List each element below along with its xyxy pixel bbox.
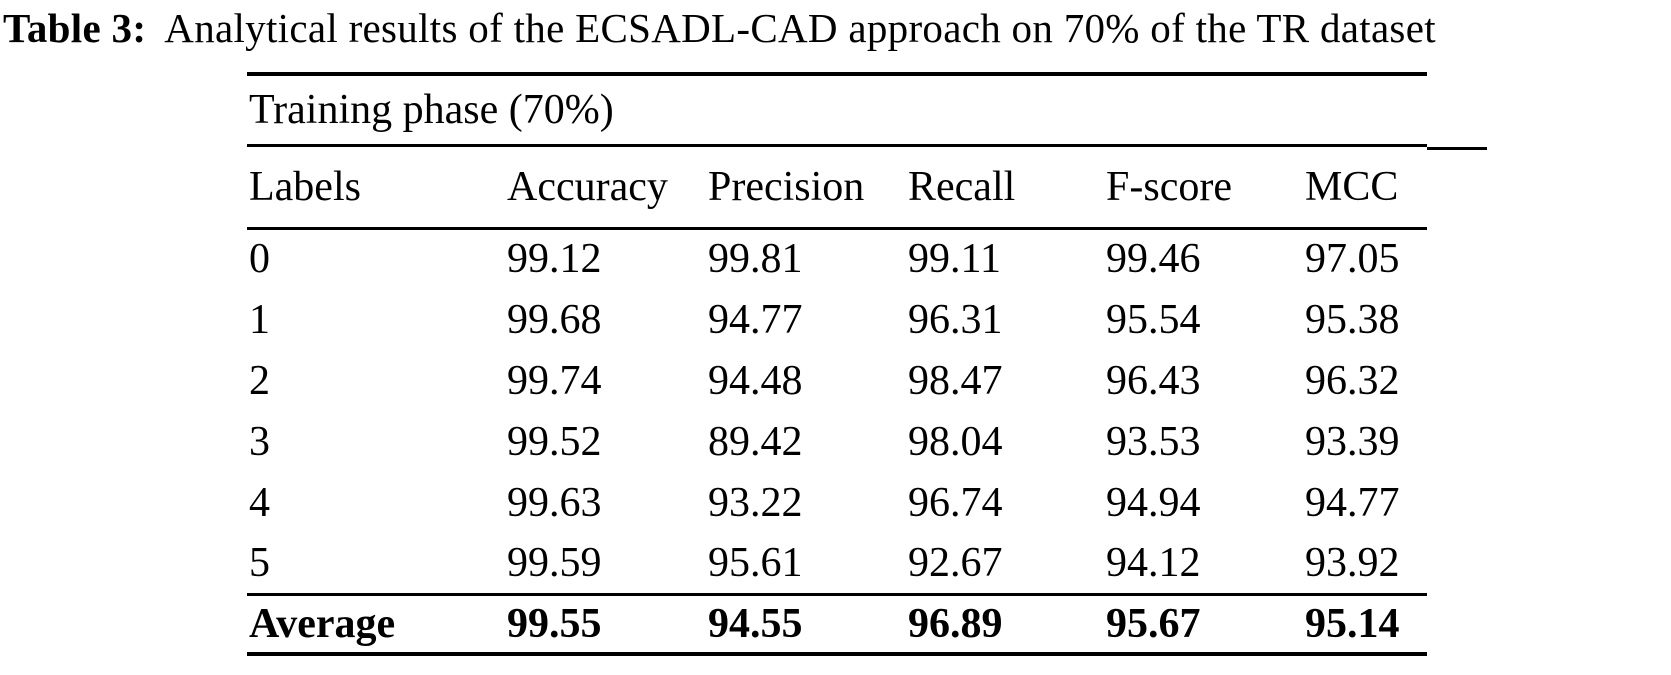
table-row: 0 99.12 99.81 99.11 99.46 97.05 <box>247 228 1427 289</box>
cell-mcc: 96.32 <box>1305 357 1400 404</box>
cell-fscore: 94.94 <box>1106 479 1201 526</box>
row-label: 2 <box>249 357 270 404</box>
cell-recall: 99.11 <box>908 236 1001 283</box>
col-header-fscore: F-score <box>1106 145 1305 230</box>
cell-mcc: 94.77 <box>1305 479 1400 526</box>
row-label: 5 <box>247 533 507 596</box>
cell-mcc: 95.38 <box>1305 296 1400 343</box>
summary-label: Average <box>249 600 396 647</box>
cell-precision: 89.42 <box>708 418 803 465</box>
summary-mcc: 95.14 <box>1305 600 1400 647</box>
summary-precision: 94.55 <box>708 600 803 647</box>
cell-fscore: 96.43 <box>1106 357 1201 404</box>
table-row: 3 99.52 89.42 98.04 93.53 93.39 <box>247 411 1427 472</box>
cell-mcc: 93.39 <box>1305 418 1400 465</box>
cell-precision: 95.61 <box>708 533 908 596</box>
results-table: Training phase (70%) Labels Accuracy Pre… <box>247 72 1428 656</box>
summary-recall: 96.89 <box>908 600 1003 647</box>
cell-recall: 96.74 <box>908 479 1003 526</box>
results-table-wrap: Training phase (70%) Labels Accuracy Pre… <box>247 72 1487 656</box>
col-header-labels: Labels <box>247 145 507 230</box>
cell-precision: 94.48 <box>708 357 803 404</box>
cell-accuracy: 99.52 <box>507 418 602 465</box>
group-header-rule-extension <box>1427 147 1487 150</box>
group-header-cell: Training phase (70%) <box>247 74 1428 147</box>
cell-fscore: 93.53 <box>1106 418 1201 465</box>
cell-recall: 98.04 <box>908 418 1003 465</box>
row-label: 0 <box>249 236 270 283</box>
table-group-header-row: Training phase (70%) <box>247 74 1428 147</box>
table-row: 2 99.74 94.48 98.47 96.43 96.32 <box>247 350 1427 411</box>
cell-accuracy: 99.12 <box>507 236 602 283</box>
cell-accuracy: 99.59 <box>507 533 708 596</box>
cell-accuracy: 99.74 <box>507 357 602 404</box>
row-label: 1 <box>249 296 270 343</box>
summary-accuracy: 99.55 <box>507 600 602 647</box>
table-caption: Table 3: Analytical results of the ECSADL… <box>3 4 1436 52</box>
cell-fscore: 95.54 <box>1106 296 1201 343</box>
row-label: 4 <box>249 479 270 526</box>
col-header-mcc: MCC <box>1305 145 1428 230</box>
row-label: 3 <box>249 418 270 465</box>
col-header-recall: Recall <box>908 145 1106 230</box>
cell-recall: 92.67 <box>908 533 1106 596</box>
cell-recall: 98.47 <box>908 357 1003 404</box>
col-header-precision: Precision <box>708 145 908 230</box>
table-header-row: Labels Accuracy Precision Recall F-score… <box>247 145 1428 230</box>
cell-fscore: 94.12 <box>1106 533 1305 596</box>
table-caption-text: Analytical results of the ECSADL-CAD app… <box>164 5 1436 51</box>
cell-mcc: 93.92 <box>1305 533 1428 596</box>
table-row: 5 99.59 95.61 92.67 94.12 93.92 <box>247 533 1428 596</box>
cell-accuracy: 99.63 <box>507 479 602 526</box>
table-row: 4 99.63 93.22 96.74 94.94 94.77 <box>247 472 1427 533</box>
cell-precision: 99.81 <box>708 236 803 283</box>
cell-precision: 93.22 <box>708 479 803 526</box>
table-summary-row: Average 99.55 94.55 96.89 95.67 95.14 <box>247 594 1427 654</box>
cell-recall: 96.31 <box>908 296 1003 343</box>
cell-precision: 94.77 <box>708 296 803 343</box>
table-row: 1 99.68 94.77 96.31 95.54 95.38 <box>247 289 1427 350</box>
cell-accuracy: 99.68 <box>507 296 602 343</box>
summary-fscore: 95.67 <box>1106 600 1201 647</box>
cell-fscore: 99.46 <box>1106 236 1201 283</box>
cell-mcc: 97.05 <box>1305 236 1400 283</box>
col-header-accuracy: Accuracy <box>507 145 708 230</box>
table-caption-label: Table 3: <box>3 5 147 51</box>
